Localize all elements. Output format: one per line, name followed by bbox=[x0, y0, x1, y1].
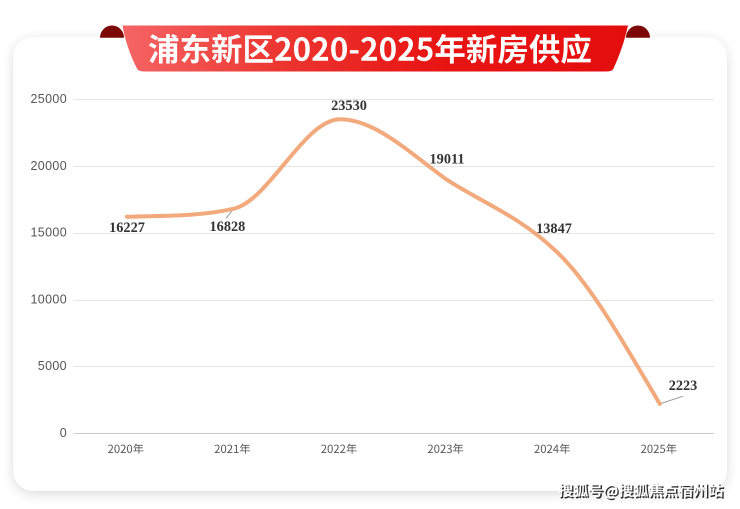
svg-text:15000: 15000 bbox=[30, 226, 67, 240]
svg-text:2223: 2223 bbox=[669, 378, 698, 394]
svg-text:23530: 23530 bbox=[331, 98, 367, 114]
svg-text:19011: 19011 bbox=[430, 152, 465, 168]
svg-text:16227: 16227 bbox=[109, 220, 145, 236]
svg-text:13847: 13847 bbox=[536, 221, 572, 237]
svg-text:0: 0 bbox=[60, 426, 67, 440]
svg-text:25000: 25000 bbox=[30, 92, 67, 106]
svg-text:20000: 20000 bbox=[30, 159, 67, 173]
svg-text:5000: 5000 bbox=[38, 359, 67, 373]
svg-text:16828: 16828 bbox=[210, 219, 246, 235]
svg-text:10000: 10000 bbox=[30, 292, 67, 306]
